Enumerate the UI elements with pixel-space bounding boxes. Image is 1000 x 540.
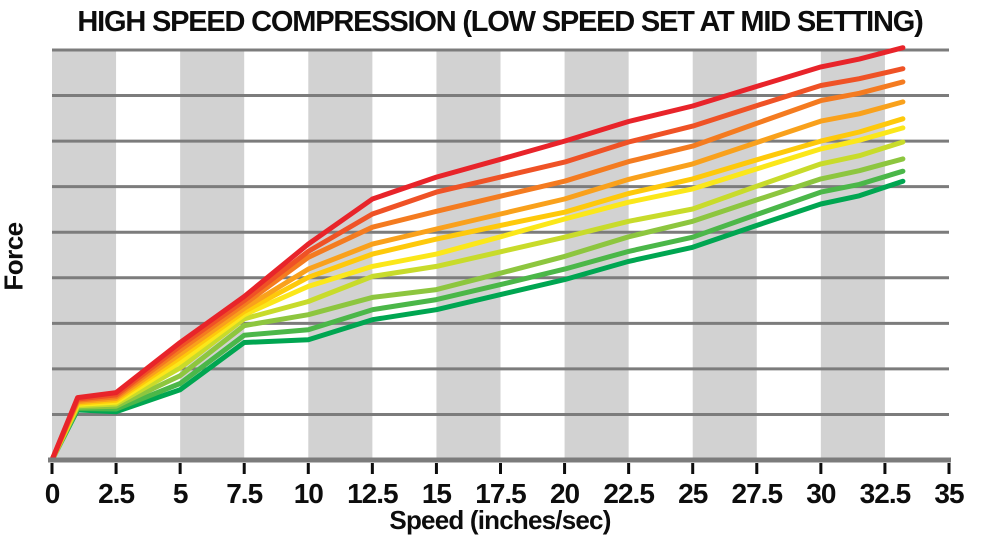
x-axis-tick-labels: 0 2.5 5 7.5 10 12.5 15 17.5 20 22.5 25 27.5 30 32.5 35 bbox=[45, 478, 965, 509]
grid-bands bbox=[52, 50, 885, 460]
tick-label: 5 bbox=[173, 478, 188, 509]
series-line-setting-9 bbox=[49, 168, 906, 463]
y-axis-title: Force bbox=[0, 222, 29, 291]
tick-label: 25 bbox=[678, 478, 708, 509]
data-series-lines bbox=[49, 45, 906, 463]
series-line-setting-6 bbox=[49, 125, 906, 463]
grid-band bbox=[180, 50, 245, 460]
tick-label: 32.5 bbox=[860, 478, 911, 509]
series-line-setting-10-softest bbox=[49, 178, 906, 463]
tick-label: 30 bbox=[806, 478, 836, 509]
tick-label: 0 bbox=[45, 478, 60, 509]
tick-label: 27.5 bbox=[732, 478, 783, 509]
series-line-setting-1-firmest bbox=[49, 45, 906, 463]
tick-label: 2.5 bbox=[98, 478, 134, 509]
tick-label: 12.5 bbox=[347, 478, 398, 509]
tick-label: 35 bbox=[934, 478, 964, 509]
tick-label: 10 bbox=[294, 478, 324, 509]
tick-label: 20 bbox=[550, 478, 580, 509]
tick-label: 15 bbox=[422, 478, 452, 509]
tick-label: 22.5 bbox=[603, 478, 654, 509]
tick-label: 7.5 bbox=[226, 478, 262, 509]
chart-title: HIGH SPEED COMPRESSION (LOW SPEED SET AT… bbox=[77, 6, 923, 38]
series-line-setting-8 bbox=[49, 156, 906, 463]
x-axis-title: Speed (inches/sec) bbox=[389, 505, 611, 535]
tick-label: 17.5 bbox=[475, 478, 526, 509]
x-axis-ticks bbox=[50, 463, 951, 474]
grid-band bbox=[692, 50, 757, 460]
series-line-setting-7 bbox=[49, 139, 906, 463]
